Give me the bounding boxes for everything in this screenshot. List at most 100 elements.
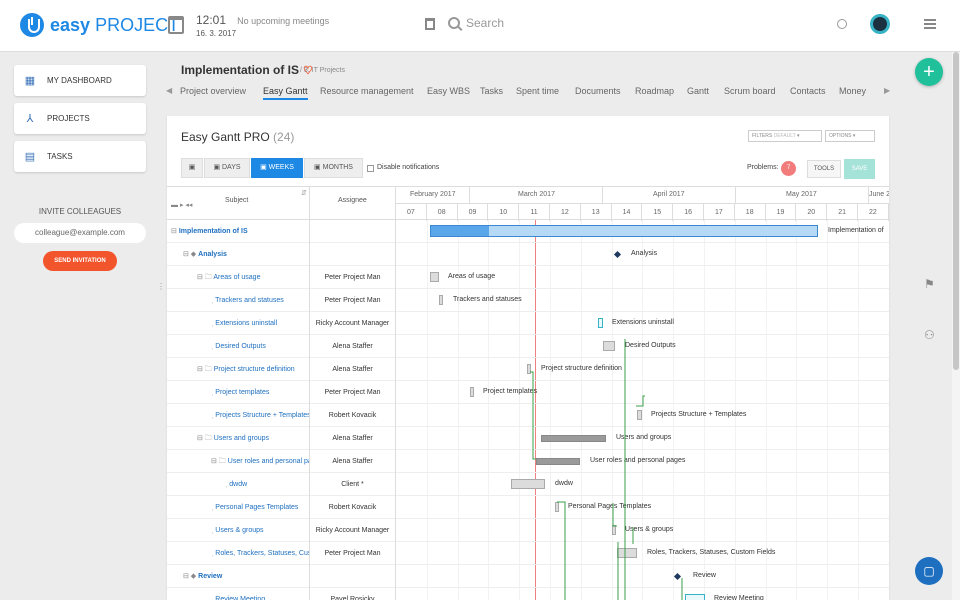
table-row[interactable]: ˌ Desired Outputs Alena Staffer Desired Ou… [167, 335, 889, 358]
calendar-toggle-button[interactable]: ▣ [181, 158, 203, 178]
task-tree-icon[interactable]: ˌ [211, 343, 216, 350]
table-row[interactable]: ⊟ ◆ Analysis Analysis [167, 243, 889, 266]
row-subject-link[interactable]: Extensions uninstall [215, 320, 278, 327]
filters-dropdown[interactable]: FILTERS DEFAULT ▾ [748, 130, 822, 142]
disable-notifications-checkbox[interactable] [367, 165, 374, 172]
task-tree-icon[interactable]: ˌ [211, 320, 216, 327]
table-row[interactable]: ⊟ 🗀 User roles and personal pagesAlena S… [167, 450, 889, 473]
table-row[interactable]: ˌ Personal Pages Templates Robert Kovacik… [167, 496, 889, 519]
gantt-bar[interactable] [470, 387, 474, 397]
power-icon[interactable] [837, 19, 847, 29]
tab-contacts[interactable]: Contacts [790, 86, 826, 96]
task-tree-icon[interactable]: ˌ [211, 550, 216, 557]
row-subject-link[interactable]: Personal Pages Templates [215, 504, 299, 511]
gantt-bar[interactable] [555, 502, 559, 512]
gantt-bar[interactable] [598, 318, 603, 328]
gantt-bar[interactable] [536, 458, 580, 465]
gantt-bar[interactable] [541, 435, 606, 442]
gantt-bar[interactable] [612, 525, 616, 535]
calendar-icon[interactable] [168, 16, 184, 34]
folder-sort-icon[interactable]: ▬ ▸ ◂◂ [171, 202, 193, 209]
milestone-marker[interactable] [673, 572, 682, 581]
options-dropdown[interactable]: OPTIONS ▾ [825, 130, 875, 142]
table-row[interactable]: ˌ Users & groups Ricky Account Manager Use… [167, 519, 889, 542]
row-subject-link[interactable]: Implementation of IS [178, 228, 248, 235]
table-row[interactable]: ˌ dwdw Client * dwdw [167, 473, 889, 496]
gantt-bar[interactable] [430, 225, 818, 237]
tab-tasks[interactable]: Tasks [480, 86, 504, 96]
row-subject-link[interactable]: Project templates [215, 389, 270, 396]
gantt-bar[interactable] [603, 341, 615, 351]
tabs-scroll-left-icon[interactable]: ◀ [166, 86, 173, 95]
table-row[interactable]: ⊟ 🗀 Areas of usage Peter Project Man Areas… [167, 266, 889, 289]
gantt-bar[interactable] [430, 272, 439, 282]
sidebar-item-my-dashboard[interactable]: ▦ MY DASHBOARD [14, 65, 146, 96]
gantt-bar[interactable] [617, 548, 637, 558]
row-subject-link[interactable]: Roles, Trackers, Statuses, Custom Fields [215, 550, 309, 557]
table-row[interactable]: ˌ Trackers and statuses Peter Project Man… [167, 289, 889, 312]
scrollbar[interactable] [952, 52, 960, 600]
table-row[interactable]: ˌ Roles, Trackers, Statuses, Custom Fiel… [167, 542, 889, 565]
app-logo[interactable]: easy PROJECT [20, 13, 179, 37]
flag-icon[interactable]: ⚑ [924, 277, 935, 291]
problems-badge[interactable]: 7 [781, 161, 796, 176]
search-input[interactable]: Search [466, 16, 505, 30]
task-tree-icon[interactable]: ˌ [211, 527, 216, 534]
folder-icon[interactable]: ⊟ 🗀 [197, 366, 214, 373]
table-row[interactable]: ˌ Review Meeting Pavel Rosicky Review Meet… [167, 588, 889, 600]
tabs-scroll-right-icon[interactable]: ▶ [884, 86, 891, 95]
folder-icon[interactable]: ⊟ 🗀 [197, 435, 214, 442]
milestone-icon[interactable]: ⊟ ◆ [183, 251, 199, 258]
task-tree-icon[interactable]: ˌ [225, 481, 230, 488]
scrollbar-thumb[interactable] [953, 52, 959, 370]
gantt-bar[interactable] [685, 594, 705, 600]
avatar[interactable] [870, 14, 890, 34]
breadcrumb[interactable]: / 3. IT Projects [300, 67, 345, 74]
resize-handle[interactable]: ⋮ [157, 282, 165, 291]
table-row[interactable]: ⊟ ◆ Review Review [167, 565, 889, 588]
tab-scrum-board[interactable]: Scrum board [724, 86, 776, 96]
tab-easy-gantt[interactable]: Easy Gantt [263, 86, 308, 100]
tab-documents[interactable]: Documents [575, 86, 621, 96]
milestone-icon[interactable]: ⊟ ◆ [183, 573, 199, 580]
row-subject-link[interactable]: Trackers and statuses [215, 297, 284, 304]
row-subject-link[interactable]: Users & groups [215, 527, 264, 534]
sidebar-item-tasks[interactable]: ▤ TASKS [14, 141, 146, 172]
task-tree-icon[interactable]: ˌ [211, 297, 216, 304]
tab-money[interactable]: Money [839, 86, 867, 96]
email-field[interactable]: colleague@example.com [14, 223, 146, 243]
row-subject-link[interactable]: Review [198, 573, 223, 580]
menu-icon[interactable] [924, 19, 936, 29]
row-subject-link[interactable]: dwdw [229, 481, 248, 488]
gantt-bar[interactable] [439, 295, 443, 305]
row-subject-link[interactable]: Desired Outputs [215, 343, 266, 350]
tab-project-overview[interactable]: Project overview [180, 86, 247, 96]
tab-easy-wbs[interactable]: Easy WBS [427, 86, 471, 96]
table-row[interactable]: ˌ Extensions uninstall Ricky Account Mana… [167, 312, 889, 335]
trash-icon[interactable] [425, 18, 435, 30]
task-tree-icon[interactable]: ˌ [211, 596, 216, 600]
column-assignee[interactable]: Assignee [338, 197, 367, 204]
row-subject-link[interactable]: Users and groups [213, 435, 270, 442]
table-row[interactable]: ˌ Project templates Peter Project Man Proj… [167, 381, 889, 404]
zoom-months-button[interactable]: ▣ MONTHS [304, 158, 363, 178]
heart-icon[interactable]: ♡ [303, 65, 313, 77]
tab-gantt[interactable]: Gantt [687, 86, 710, 96]
tab-spent-time[interactable]: Spent time [516, 86, 560, 96]
task-tree-icon[interactable]: ˌ [211, 504, 216, 511]
search-box[interactable]: Search [448, 16, 504, 30]
sort-icon[interactable]: ⇵ [301, 190, 307, 197]
row-subject-link[interactable]: User roles and personal pages [227, 458, 309, 465]
save-button[interactable]: SAVE [844, 159, 875, 179]
row-subject-link[interactable]: Analysis [198, 251, 227, 258]
table-row[interactable]: ⊟ 🗀 Users and groups Alena Staffer Users a… [167, 427, 889, 450]
row-subject-link[interactable]: Review Meeting [215, 596, 266, 600]
tools-button[interactable]: TOOLS [807, 160, 841, 178]
gantt-bar[interactable] [637, 410, 642, 420]
add-button[interactable]: + [915, 58, 943, 86]
row-subject-link[interactable]: Projects Structure + Templates [215, 412, 310, 419]
send-invitation-button[interactable]: SEND INVITATION [43, 251, 117, 271]
task-tree-icon[interactable]: ˌ [211, 389, 216, 396]
tab-roadmap[interactable]: Roadmap [635, 86, 675, 96]
milestone-marker[interactable] [613, 250, 622, 259]
